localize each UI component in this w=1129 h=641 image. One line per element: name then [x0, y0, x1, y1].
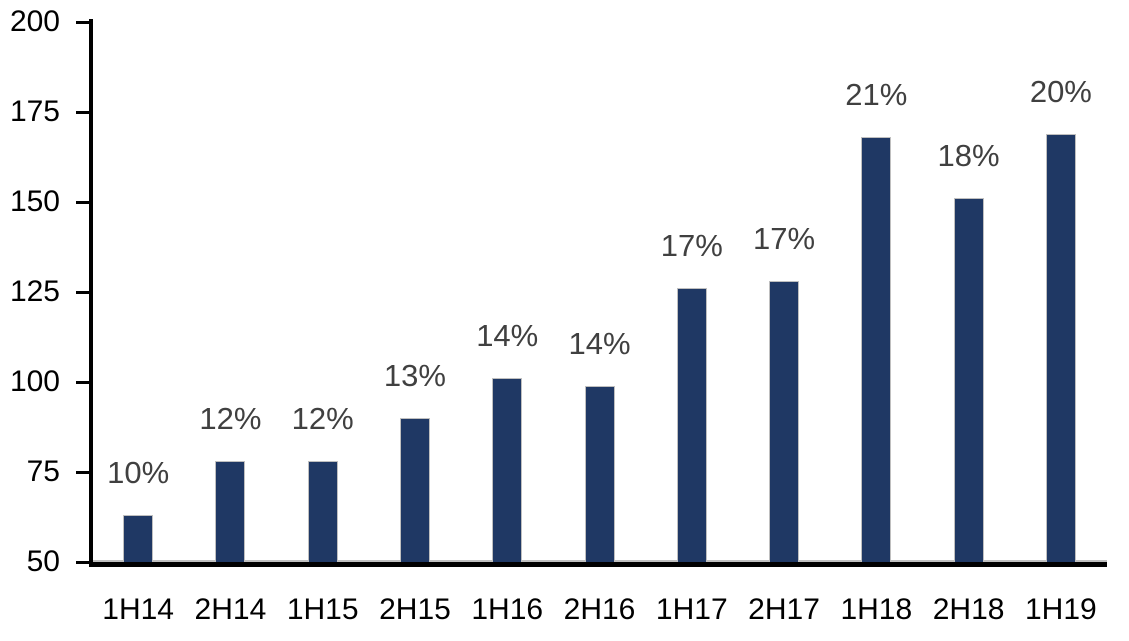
x-axis-tick-label: 1H16: [471, 593, 544, 626]
bar-value-label: 14%: [476, 318, 539, 354]
x-axis-tick-label: 1H17: [655, 593, 728, 626]
y-axis-line: [89, 19, 93, 567]
bar-value-label: 12%: [199, 401, 262, 437]
bar-value-label: 13%: [383, 358, 446, 393]
x-axis-tick-label: 1H15: [286, 593, 359, 626]
bar-value-label: 14%: [568, 325, 631, 361]
bar-2H14: [215, 461, 246, 562]
x-axis-tick-label: 1H14: [102, 593, 174, 626]
bar-value-label: 17%: [660, 228, 723, 264]
x-axis-tick-label: 1H19: [1025, 593, 1097, 626]
bar-value-label: 21%: [845, 77, 908, 113]
y-axis-tick: [76, 471, 92, 474]
bar-1H19: [1045, 133, 1076, 562]
x-axis-tick-label: 2H17: [748, 593, 820, 626]
y-axis-tick: [76, 291, 92, 294]
bar-1H18: [861, 137, 892, 562]
bar-1H16: [492, 378, 523, 562]
y-axis-tick-label: 100: [9, 365, 60, 398]
y-axis-tick-label: 175: [9, 95, 60, 128]
bar-value-label: 12%: [291, 401, 354, 437]
bar-2H18: [953, 198, 984, 562]
bar-1H17: [676, 288, 707, 562]
bar-value-label: 20%: [1029, 73, 1092, 109]
y-axis-tick-label: 200: [9, 5, 60, 38]
y-axis-tick-label: 50: [26, 545, 60, 578]
bar-1H15: [307, 461, 338, 562]
bar-2H15: [399, 418, 430, 562]
bar-value-label: 17%: [753, 221, 816, 257]
bar-2H16: [584, 385, 615, 562]
bar-value-label: 18%: [937, 138, 1000, 174]
y-axis-tick: [76, 201, 92, 204]
y-axis-tick-label: 75: [26, 455, 60, 488]
x-axis-tick-label: 2H16: [563, 593, 636, 626]
x-axis-tick-label: 1H18: [840, 593, 913, 626]
x-axis-line: [89, 562, 1107, 567]
bar-1H14: [123, 515, 154, 562]
y-axis-tick: [76, 561, 92, 564]
x-axis-tick-label: 2H15: [379, 593, 451, 626]
x-axis-tick-label: 2H14: [194, 593, 267, 626]
y-axis-tick-label: 125: [9, 275, 60, 308]
y-axis-tick: [76, 111, 92, 114]
y-axis-tick: [76, 381, 92, 384]
y-axis-tick-label: 150: [9, 185, 60, 218]
bar-2H17: [769, 281, 800, 562]
x-axis-tick-label: 2H18: [932, 593, 1005, 626]
bar-value-label: 10%: [107, 455, 170, 491]
y-axis-tick: [76, 21, 92, 24]
